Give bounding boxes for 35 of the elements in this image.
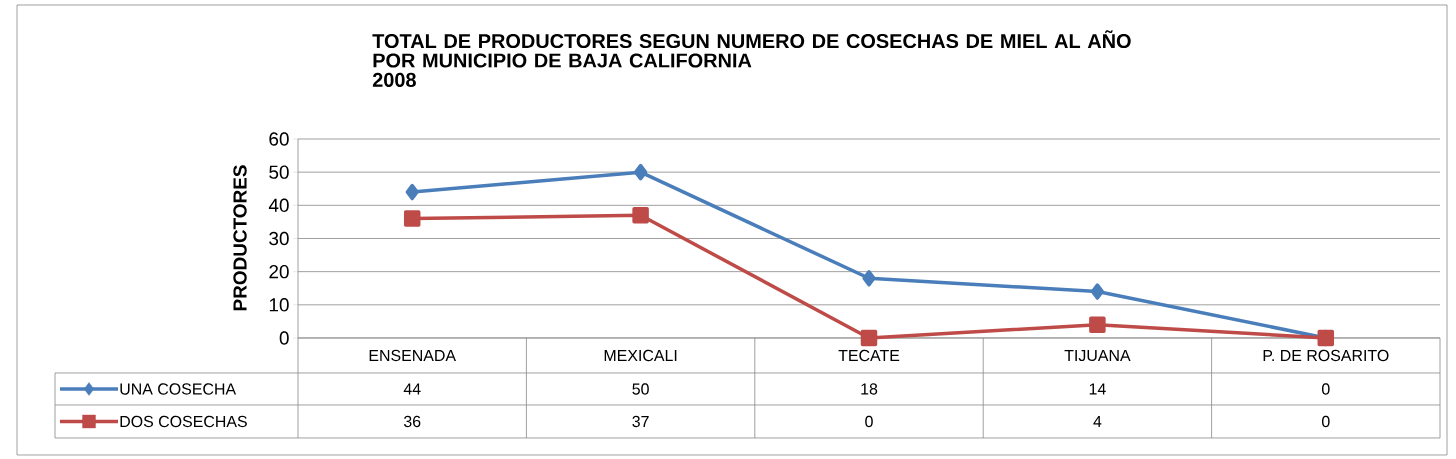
x-tick-label: TECATE (838, 349, 900, 362)
data-label: 18 (861, 383, 878, 395)
y-tick-label: 10 (269, 298, 289, 312)
point (403, 210, 421, 227)
x-tick-label: TIJUANA (1064, 349, 1131, 362)
data-label: 37 (632, 415, 649, 428)
point (862, 270, 876, 287)
data-label: 4 (1093, 416, 1102, 427)
data-label: 14 (1089, 383, 1106, 395)
point (632, 207, 649, 224)
y-tick-label: 50 (269, 165, 289, 179)
legend-label: UNA COSECHA (120, 383, 237, 395)
y-tick-label: 40 (268, 198, 289, 213)
data-label: 50 (632, 383, 649, 395)
point (633, 163, 648, 181)
data-label: 44 (403, 383, 421, 395)
x-tick-label: P. DE ROSARITO (1263, 349, 1389, 362)
point (860, 329, 878, 347)
chart-title: TOTAL DE PRODUCTORES SEGUN NUMERO DE COSECHAS DE MIEL AL AÑO POR MUNICIPIO DE BAJA CALIFORNIA (372, 30, 1131, 68)
y-tick-label: 30 (269, 231, 289, 246)
data-label: 0 (1322, 383, 1330, 395)
y-tick-label: 0 (279, 331, 289, 345)
x-tick-label: ENSENADA (369, 349, 457, 362)
point (1089, 316, 1106, 333)
legend-label: DOS COSECHAS (120, 415, 247, 428)
data-label: 0 (865, 415, 873, 428)
data-label: 0 (1322, 415, 1330, 428)
x-tick-label: MEXICALI (604, 349, 677, 362)
data-label: 36 (403, 415, 421, 428)
chart-subtitle: 2008 (372, 72, 416, 87)
point (1090, 283, 1105, 300)
point (405, 183, 419, 201)
y-tick-label: 20 (269, 264, 289, 279)
y-axis-title: PRODUCTORES (233, 165, 247, 311)
y-tick-label: 60 (269, 132, 289, 146)
